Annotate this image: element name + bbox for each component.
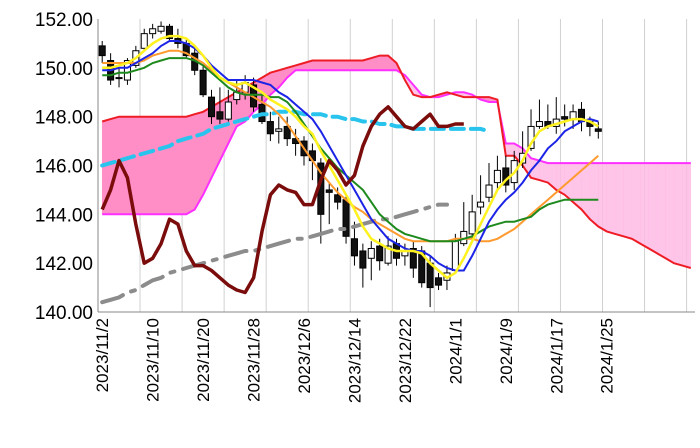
y-tick-label: 150.00 (35, 59, 93, 80)
cloud-segment (379, 55, 389, 71)
candle-body (216, 111, 224, 120)
cloud-segment (631, 162, 641, 245)
cloud-segment (656, 162, 666, 259)
cloud-segment (345, 60, 355, 71)
cloud-segment (665, 162, 675, 264)
candle-body (199, 69, 207, 96)
cloud-segment (169, 116, 179, 215)
cloud-segment (589, 162, 599, 228)
y-tick-label: 142.00 (35, 254, 93, 275)
x-axis: 2023/11/2 2023/11/10 2023/11/20 2023/11/28 2… (93, 311, 695, 403)
cloud-segment (186, 113, 195, 215)
cloud-segment (539, 160, 549, 183)
candle-body (485, 184, 493, 198)
candle-body (384, 245, 392, 264)
x-tick-label: 2023/11/28 (245, 318, 264, 402)
cloud-segment (598, 162, 607, 232)
x-tick-label: 2024/1/9 (497, 318, 516, 384)
candle-body (115, 77, 123, 80)
y-tick-label: 144.00 (35, 205, 93, 226)
cloud-segment (354, 60, 364, 71)
cloud-segment (320, 60, 330, 71)
x-tick-label: 2023/12/14 (346, 318, 365, 403)
candle-body (493, 169, 501, 184)
cloud-segment (328, 60, 338, 71)
long-ma-line (100, 202, 449, 305)
x-tick-label: 2024/1/25 (598, 318, 617, 394)
cloud-segment (648, 162, 658, 254)
candle-body (334, 194, 342, 203)
cloud-segment (312, 60, 322, 71)
x-tick-label: 2024/1/1 (446, 318, 465, 384)
indicator-lines (100, 34, 599, 305)
chikou-line (100, 105, 464, 295)
cloud-segment (143, 116, 153, 215)
candle-body (98, 45, 106, 57)
cloud-segment (177, 116, 187, 215)
y-tick-label: 148.00 (35, 108, 93, 129)
cloud-segment (673, 162, 683, 266)
candle-body (266, 121, 274, 135)
candle-body (350, 238, 358, 257)
cloud-segment (614, 162, 624, 237)
y-tick-label: 140.00 (35, 303, 93, 324)
candle-body (367, 248, 375, 259)
x-tick-label: 2023/11/2 (93, 318, 112, 392)
candle-body (435, 277, 443, 286)
candle-body (224, 101, 232, 120)
candle-body (207, 96, 216, 118)
x-tick-label: 2024/1/17 (547, 318, 566, 394)
candle-body (426, 262, 434, 289)
cloud-segment (152, 116, 162, 215)
candle-body (376, 245, 384, 262)
senkou-span-b-line (102, 69, 691, 216)
cloud-segment (337, 60, 347, 71)
candle-body (594, 128, 602, 132)
candle-body (283, 125, 291, 140)
candle-body (275, 128, 283, 132)
candle-body (140, 33, 148, 49)
cloud-segment (640, 162, 650, 249)
candle-body (477, 201, 485, 208)
candle-body (157, 25, 165, 32)
candles (98, 21, 602, 308)
senkou-span-a-line (101, 54, 692, 269)
y-tick-label: 152.00 (35, 10, 93, 31)
candle-body (409, 248, 417, 269)
candle-body (561, 116, 569, 120)
x-tick-label: 2023/11/10 (144, 318, 163, 402)
cloud-segment (606, 162, 616, 235)
candle-body (535, 121, 543, 127)
cloud-segment (160, 116, 170, 215)
x-tick-label: 2023/11/20 (194, 318, 213, 402)
x-tick-label: 2023/12/22 (396, 318, 415, 403)
x-tick-label: 2023/12/6 (295, 318, 314, 394)
cloud-segment (682, 162, 692, 269)
y-tick-label: 146.00 (35, 157, 93, 178)
cloud-segment (135, 116, 145, 215)
candle-body (359, 250, 367, 269)
candle-body (165, 25, 173, 40)
candle-body (123, 60, 131, 81)
candle-body (325, 189, 333, 193)
y-axis: 140.00 142.00 144.00 146.00 148.00 150.00 152.… (35, 10, 99, 324)
candle-body (468, 211, 476, 235)
candle-body (149, 28, 157, 35)
cloud-segment (505, 143, 515, 156)
cloud-segment (194, 111, 204, 211)
tenkan-line (102, 34, 599, 280)
candle-body (451, 240, 459, 271)
cloud-segment (623, 162, 633, 240)
